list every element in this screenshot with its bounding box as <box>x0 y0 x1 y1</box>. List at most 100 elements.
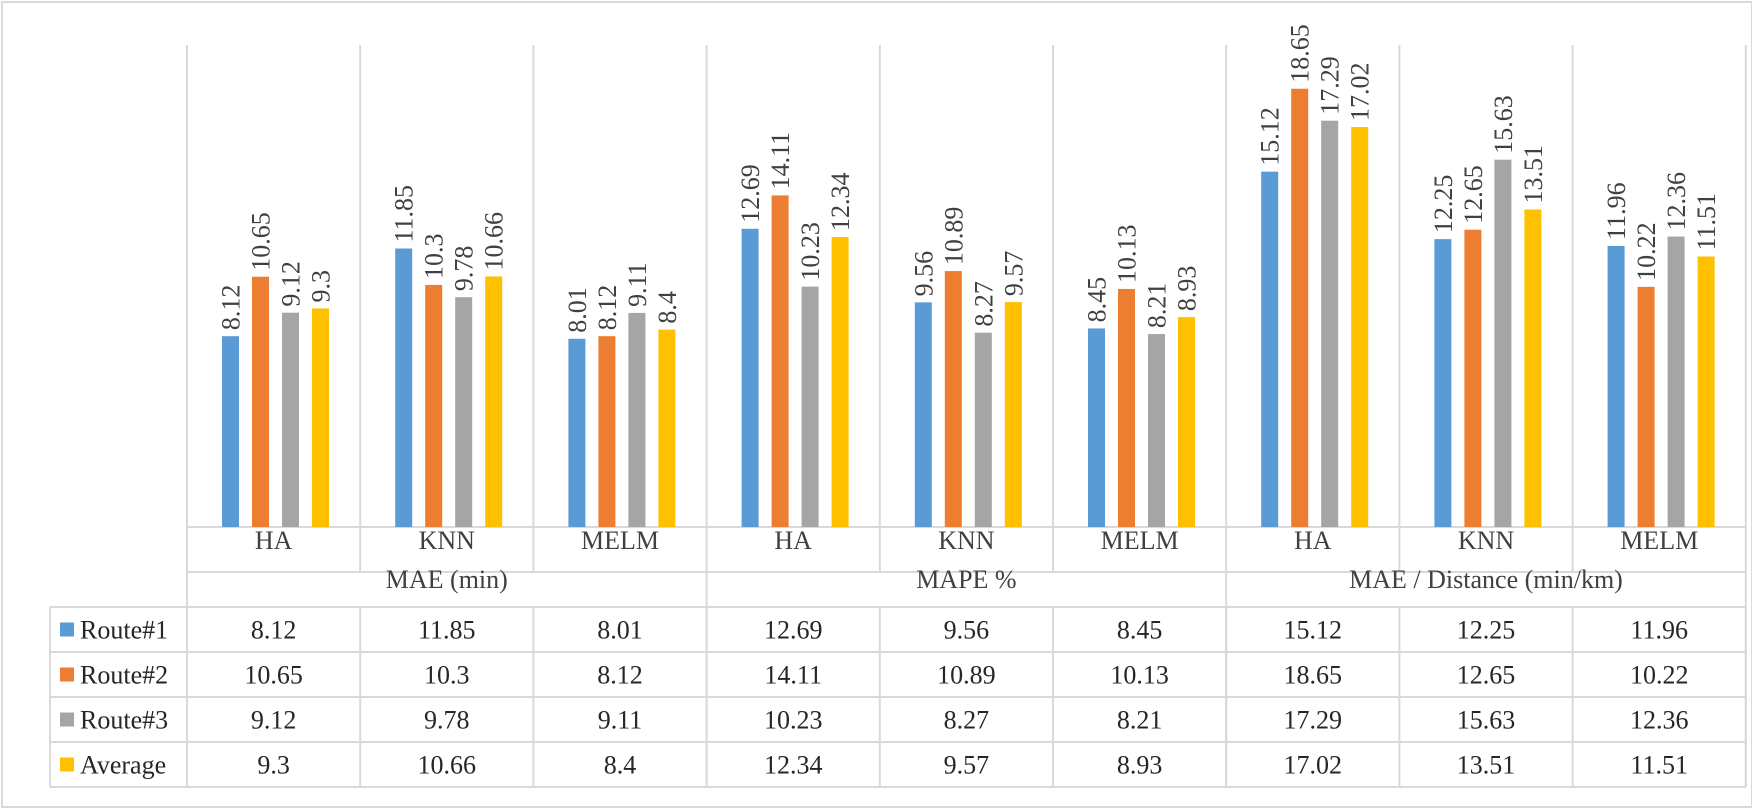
data-label: 9.56 <box>909 251 938 297</box>
table-cell: 9.57 <box>944 751 990 780</box>
data-label: 8.45 <box>1083 277 1112 323</box>
data-label: 14.11 <box>766 132 795 190</box>
category-label: HA <box>1294 526 1332 555</box>
data-label: 9.57 <box>999 251 1028 297</box>
bars <box>222 88 1715 528</box>
legend-label: Route#2 <box>80 661 168 690</box>
table-cell: 12.65 <box>1457 661 1516 690</box>
data-label: 12.36 <box>1662 172 1691 231</box>
table-cell: 9.11 <box>598 706 643 735</box>
bar-route2-9 <box>1637 286 1655 527</box>
legend-key-route3 <box>60 712 74 727</box>
table-cell: 12.34 <box>764 751 823 780</box>
data-label: 9.78 <box>450 246 479 292</box>
data-label: 12.65 <box>1459 165 1488 224</box>
data-label: 12.34 <box>826 173 855 232</box>
table-cell: 10.65 <box>244 661 303 690</box>
data-label: 11.96 <box>1602 182 1631 240</box>
table-cell: 17.02 <box>1284 751 1343 780</box>
data-label: 8.12 <box>217 285 246 331</box>
table-cell: 18.65 <box>1284 661 1343 690</box>
bar-average-6 <box>1178 317 1195 527</box>
bar-route1-9 <box>1607 245 1625 527</box>
table-cell: 12.69 <box>764 616 823 645</box>
data-label: 18.65 <box>1286 24 1315 83</box>
bar-average-5 <box>1004 302 1022 527</box>
table-row: Route#1 8.12 11.85 8.01 12.69 9.56 8.45 15.12 12… <box>60 616 1688 645</box>
bar-route1-3 <box>568 338 586 527</box>
bar-average-1 <box>312 308 329 527</box>
category-label: HA <box>774 526 812 555</box>
data-label: 17.29 <box>1316 56 1345 115</box>
table-cell: 10.22 <box>1630 661 1689 690</box>
category-label: KNN <box>1458 526 1515 555</box>
table-row: Route#3 9.12 9.78 9.11 10.23 8.27 8.21 17.29 15.… <box>60 706 1688 735</box>
data-labels: 8.12 11.85 8.01 12.69 9.56 8.45 15.12 12.25 11.9… <box>217 24 1722 333</box>
legend-label: Route#3 <box>80 706 168 735</box>
bar-route3-9 <box>1667 236 1685 528</box>
data-label: 9.12 <box>277 261 306 307</box>
data-label: 8.27 <box>969 281 998 327</box>
bar-average-3 <box>658 329 676 527</box>
bar-average-2 <box>485 276 503 527</box>
category-label: MELM <box>1620 526 1698 555</box>
table-cell: 9.12 <box>251 706 297 735</box>
table-cell: 9.3 <box>257 751 290 780</box>
group-label: MAPE % <box>916 565 1016 594</box>
bar-route1-2 <box>395 248 413 527</box>
table-row: Average 9.3 10.66 8.4 12.34 9.57 8.93 17.02 13.5… <box>60 751 1688 780</box>
data-label: 9.11 <box>623 262 652 307</box>
bar-route1-7 <box>1261 171 1279 527</box>
table-cell: 9.78 <box>424 706 470 735</box>
data-label: 11.85 <box>390 185 419 243</box>
bar-average-9 <box>1697 256 1715 527</box>
table-cell: 8.93 <box>1117 751 1163 780</box>
data-label: 8.4 <box>653 291 682 324</box>
bar-route2-2 <box>425 284 443 527</box>
data-label: 12.69 <box>736 164 765 223</box>
table-cell: 13.51 <box>1457 751 1516 780</box>
bar-route2-8 <box>1464 229 1482 527</box>
legend-label: Average <box>80 751 166 780</box>
group-label: MAE (min) <box>386 565 508 594</box>
table-cell: 10.13 <box>1110 661 1169 690</box>
table-cell: 11.51 <box>1630 751 1688 780</box>
category-label: KNN <box>419 526 476 555</box>
table-cell: 10.23 <box>764 706 823 735</box>
bar-route3-2 <box>455 297 473 527</box>
table-cell: 8.01 <box>597 616 643 645</box>
data-label: 17.02 <box>1346 63 1375 122</box>
table-cell: 10.3 <box>424 661 470 690</box>
data-label: 10.89 <box>939 207 968 266</box>
data-label: 10.65 <box>247 212 276 271</box>
data-label: 8.93 <box>1173 266 1202 312</box>
bar-route3-1 <box>282 312 299 527</box>
group-label: MAE / Distance (min/km) <box>1349 565 1623 594</box>
table-cell: 12.25 <box>1457 616 1516 645</box>
table-cell: 10.66 <box>418 751 477 780</box>
table-cell: 11.85 <box>418 616 476 645</box>
bar-route3-6 <box>1148 334 1165 527</box>
table-cell: 8.45 <box>1117 616 1163 645</box>
data-label: 15.63 <box>1489 95 1518 154</box>
bar-route1-6 <box>1088 328 1105 527</box>
bar-route2-7 <box>1291 88 1309 527</box>
table-cell: 8.21 <box>1117 706 1163 735</box>
table-cell: 15.12 <box>1284 616 1343 645</box>
bar-route2-3 <box>598 336 616 527</box>
bar-route3-5 <box>974 332 992 527</box>
bar-route2-5 <box>944 271 962 527</box>
category-label: MELM <box>581 526 659 555</box>
category-label: MELM <box>1101 526 1179 555</box>
table-cell: 14.11 <box>764 661 822 690</box>
bar-route3-7 <box>1321 120 1339 527</box>
data-table: Route#1 8.12 11.85 8.01 12.69 9.56 8.45 15.12 12… <box>60 616 1688 780</box>
data-label: 10.3 <box>420 233 449 279</box>
data-label: 8.21 <box>1143 283 1172 329</box>
legend-label: Route#1 <box>80 616 168 645</box>
bar-route3-4 <box>801 286 819 527</box>
bar-route2-1 <box>252 276 269 527</box>
data-label: 9.3 <box>307 270 336 303</box>
table-cell: 8.27 <box>944 706 990 735</box>
